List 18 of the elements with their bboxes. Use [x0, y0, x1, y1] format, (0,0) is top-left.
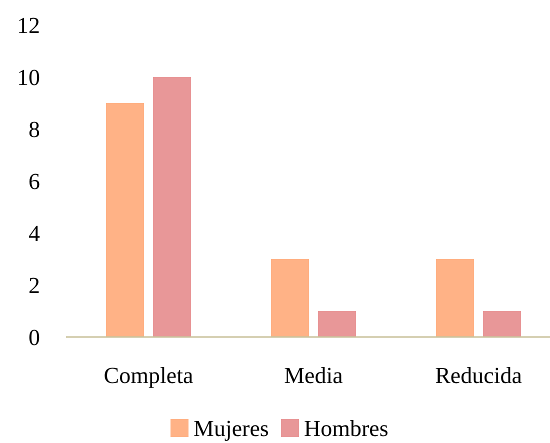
legend-label: Hombres	[304, 416, 388, 442]
bar	[153, 77, 191, 337]
bar	[436, 259, 474, 337]
y-tick-label: 4	[28, 221, 40, 246]
bar	[106, 103, 144, 337]
y-tick-label: 8	[28, 117, 40, 142]
x-tick-label: Completa	[104, 363, 194, 388]
y-tick-label: 0	[28, 325, 40, 350]
y-tick-label: 10	[17, 65, 40, 90]
x-tick-label: Media	[284, 363, 343, 388]
x-tick-label: Reducida	[435, 363, 522, 388]
bar	[318, 311, 356, 337]
legend-label: Mujeres	[194, 416, 269, 442]
y-tick-label: 6	[28, 169, 40, 194]
y-tick-label: 2	[28, 273, 40, 298]
y-tick-label: 12	[17, 13, 40, 38]
bar	[271, 259, 309, 337]
bar	[483, 311, 521, 337]
